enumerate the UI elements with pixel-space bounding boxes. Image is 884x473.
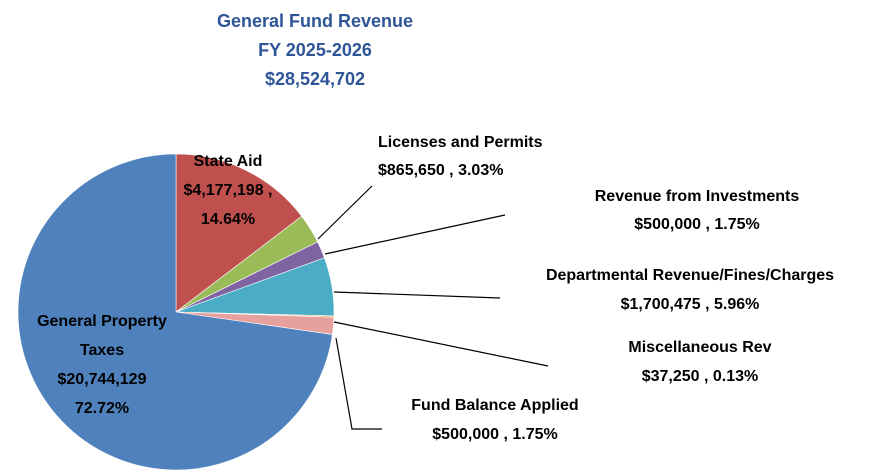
data-label: Revenue from Investments $500,000 , 1.75% [595, 188, 800, 233]
chart-title: $28,524,702 [265, 69, 365, 89]
category-label: General Property [37, 313, 167, 330]
percent-label: 14.64% [201, 211, 255, 228]
data-label: Miscellaneous Rev $37,250 , 0.13% [628, 339, 771, 385]
value-label: $865,650 , [378, 162, 454, 179]
value-label: $1,700,475 , [621, 296, 710, 313]
value-label: $37,250 , [642, 368, 709, 385]
leader-line [333, 291, 501, 299]
leader-line [324, 214, 506, 255]
value-label: $500,000 , [634, 216, 710, 233]
category-label: Licenses and Permits [378, 134, 543, 151]
percent-label: 0.13% [708, 368, 758, 385]
pie-slice [175, 153, 303, 313]
leader-line [317, 185, 373, 240]
value-label: $500,000 , [432, 426, 508, 443]
data-label: Fund Balance Applied $500,000 , 1.75% [411, 397, 578, 443]
percent-label: 1.75% [710, 216, 760, 233]
pie-slice [17, 153, 333, 471]
leader-line [333, 321, 549, 367]
data-label: State Aid $4,177,198 , 14.64% [184, 153, 273, 228]
percent-label: 1.75% [508, 426, 558, 443]
category-label: Miscellaneous Rev [628, 339, 771, 356]
category-label: Departmental Revenue/Fines/Charges [546, 267, 834, 284]
data-label: Departmental Revenue/Fines/Charges $1,700… [546, 267, 834, 313]
category-label: Taxes [80, 342, 124, 359]
value-label: $4,177,198 , [184, 182, 273, 199]
chart-title: General Fund Revenue [217, 11, 413, 31]
data-label: Licenses and Permits $865,650 , 3.03% [378, 134, 543, 179]
chart-title: FY 2025-2026 [258, 40, 372, 60]
category-label: State Aid [194, 153, 263, 170]
data-label: General Property Taxes $20,744,129 72.72% [37, 313, 167, 417]
percent-label: 3.03% [454, 162, 504, 179]
category-label: Fund Balance Applied [411, 397, 578, 414]
percent-label: 5.96% [710, 296, 760, 313]
category-label: Revenue from Investments [595, 188, 800, 205]
value-label: $20,744,129 [58, 371, 147, 388]
percent-label: 72.72% [75, 400, 129, 417]
leader-line [335, 337, 382, 430]
